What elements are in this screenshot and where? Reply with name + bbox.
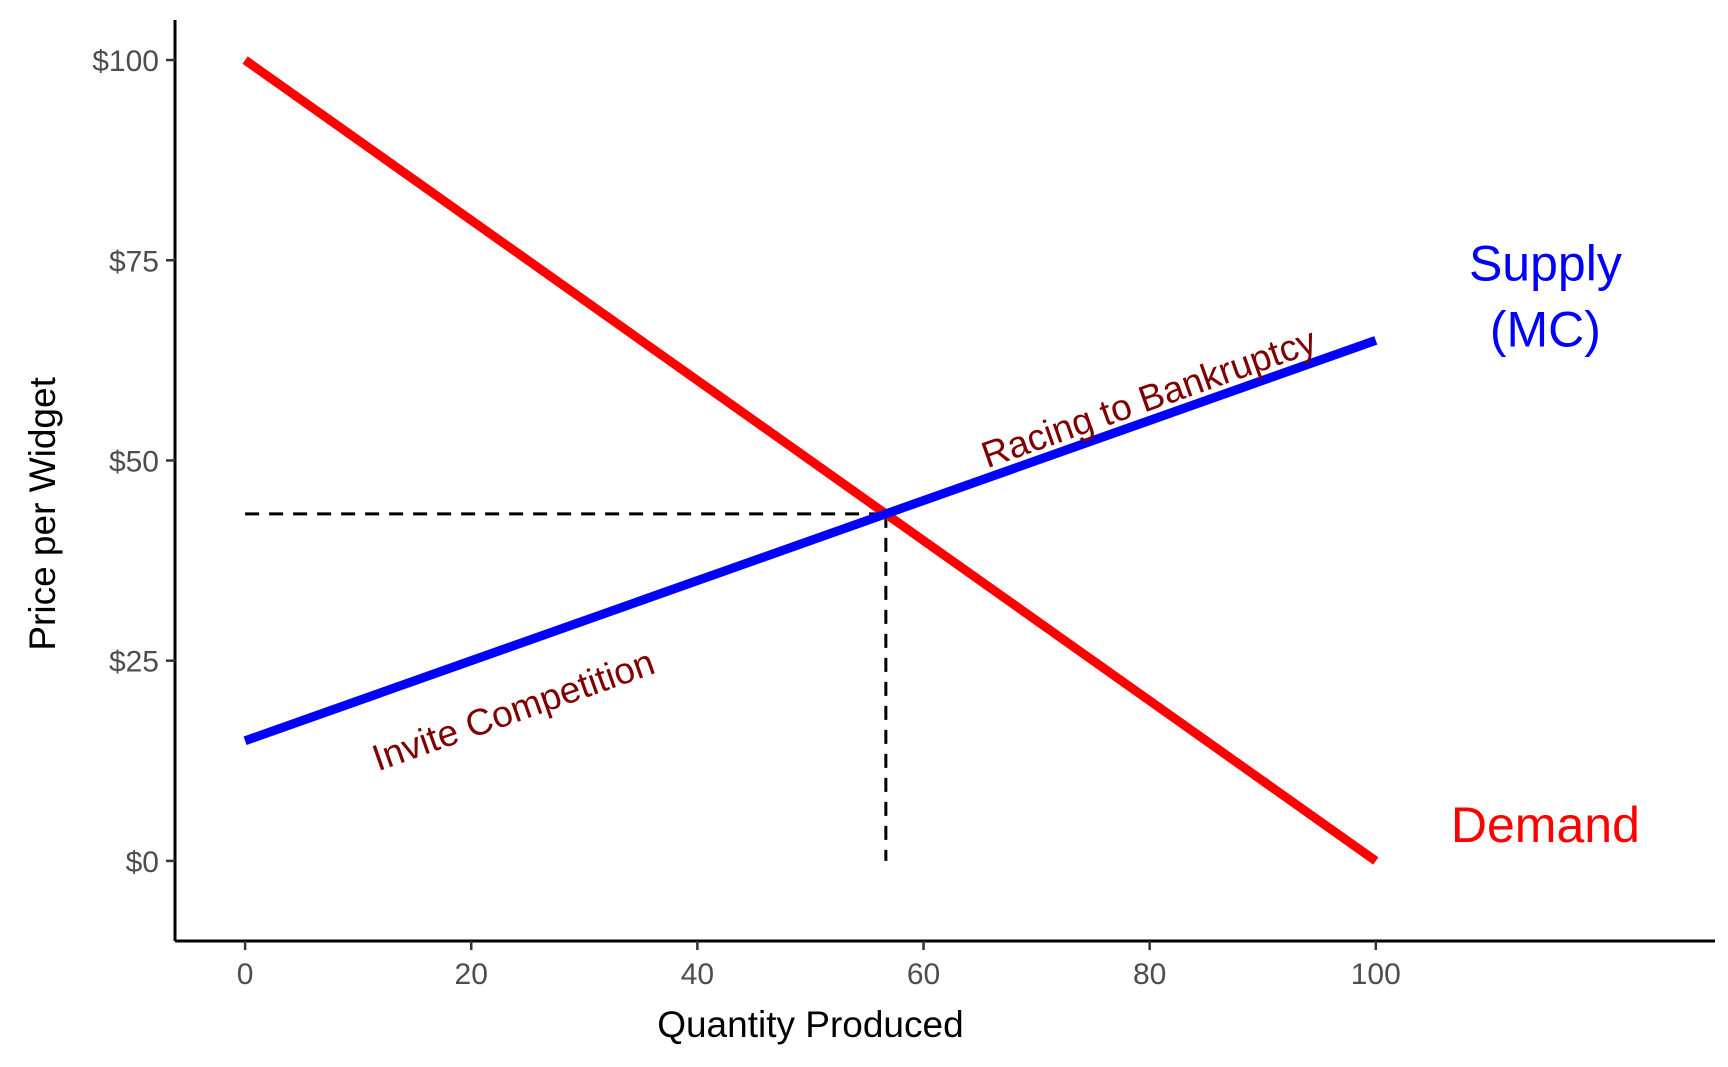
y-tick-label: $25 xyxy=(109,646,159,679)
y-tick-label: $0 xyxy=(126,846,159,879)
supply-label-line: (MC) xyxy=(1490,301,1601,357)
x-tick-label: 100 xyxy=(1351,958,1401,991)
chart-labels: Supply (MC) Demand Racing to Bankruptcy Invi… xyxy=(367,235,1640,853)
y-tick-label: $75 xyxy=(109,245,159,278)
demand-label: Demand xyxy=(1451,797,1640,853)
racing-to-bankruptcy-annotation: Racing to Bankruptcy xyxy=(976,320,1322,476)
invite-competition-annotation: Invite Competition xyxy=(367,641,660,779)
y-tick-label: $100 xyxy=(92,45,159,78)
x-tick-label: 40 xyxy=(681,958,714,991)
demand-line xyxy=(242,56,1379,865)
supply-label-line: Supply xyxy=(1469,235,1622,291)
y-tick-label: $50 xyxy=(109,445,159,478)
x-tick-label: 0 xyxy=(237,958,254,991)
equilibrium-guides xyxy=(245,512,888,861)
supply-line xyxy=(243,336,1378,746)
axis-ticks: 0 20 40 60 80 100 $0 $25 $50 $75 $100 xyxy=(92,45,1401,991)
x-tick-label: 60 xyxy=(907,958,940,991)
x-axis-title: Quantity Produced xyxy=(657,1004,963,1045)
axes xyxy=(173,20,1715,943)
x-tick-label: 80 xyxy=(1133,958,1166,991)
x-tick-label: 20 xyxy=(455,958,488,991)
series-lines xyxy=(242,56,1379,865)
y-axis-title: Price per Widget xyxy=(22,376,63,650)
